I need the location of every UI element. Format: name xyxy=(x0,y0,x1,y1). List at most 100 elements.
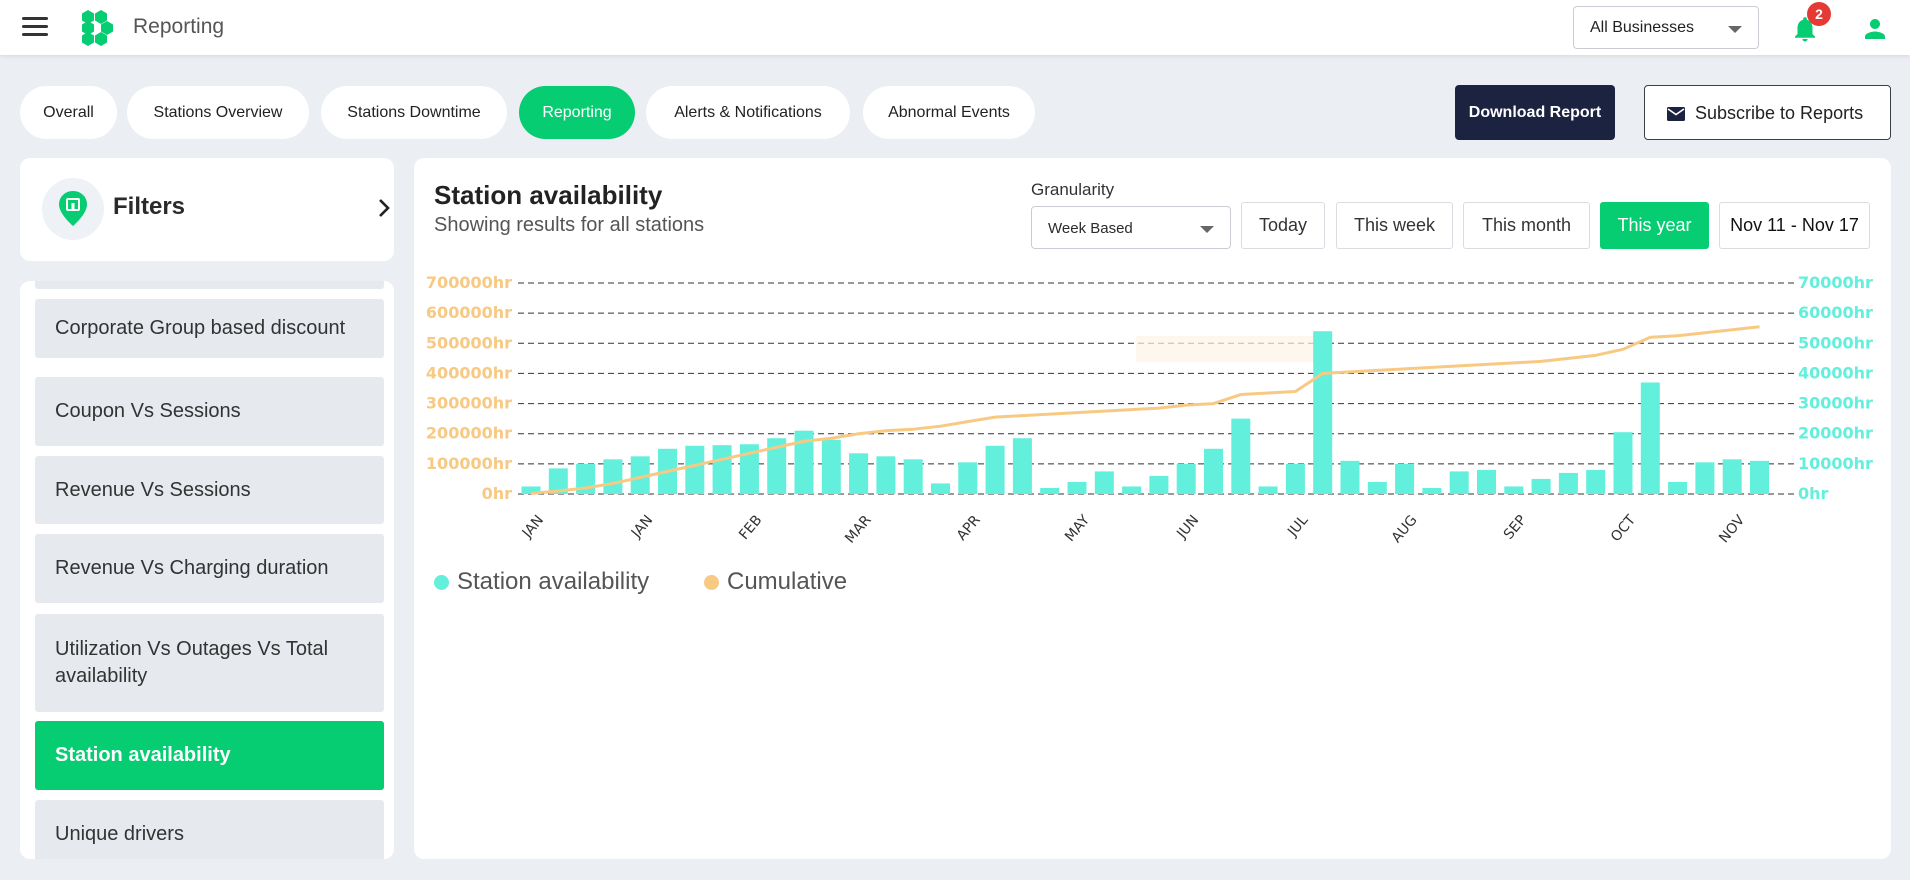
range-this-week-button[interactable]: This week xyxy=(1336,202,1453,249)
bar-station-availability xyxy=(712,445,732,494)
report-item-corporate-group-discount[interactable]: Corporate Group based discount xyxy=(35,299,384,358)
notification-badge: 2 xyxy=(1807,2,1831,26)
bar-station-availability xyxy=(876,456,896,494)
granularity-value: Week Based xyxy=(1048,220,1133,237)
right-y-tick-label: 30000hr xyxy=(1798,394,1873,413)
left-y-tick-label: 200000hr xyxy=(426,424,512,443)
chart-panel: Station availability Showing results for… xyxy=(414,158,1891,859)
bar-station-availability xyxy=(1613,432,1633,494)
report-item-station-availability[interactable]: Station availability xyxy=(35,721,384,790)
bar-station-availability xyxy=(1449,471,1469,494)
bar-station-availability xyxy=(1258,486,1278,494)
filters-panel-toggle[interactable]: Filters xyxy=(20,158,394,261)
right-y-tick-label: 0hr xyxy=(1798,484,1829,503)
x-tick-label: AUG xyxy=(1389,512,1421,546)
right-y-tick-label: 20000hr xyxy=(1798,424,1873,443)
bar-station-availability xyxy=(1531,478,1551,494)
legend-label: Cumulative xyxy=(727,568,848,595)
tab-stations-overview[interactable]: Stations Overview xyxy=(127,86,309,139)
bar-station-availability xyxy=(1504,486,1524,494)
bar-station-availability xyxy=(1395,463,1415,494)
bar-station-availability xyxy=(1340,460,1360,494)
legend-cumulative[interactable]: Cumulative xyxy=(704,568,847,596)
report-item-revenue-vs-sessions[interactable]: Revenue Vs Sessions xyxy=(35,456,384,524)
report-item-coupon-vs-sessions[interactable]: Coupon Vs Sessions xyxy=(35,377,384,446)
chart-subtitle: Showing results for all stations xyxy=(434,214,705,236)
mail-icon xyxy=(1667,107,1685,121)
tab-reporting[interactable]: Reporting xyxy=(519,86,635,139)
report-list: Corporate Group based discount Coupon Vs… xyxy=(20,281,394,859)
range-this-year-button[interactable]: This year xyxy=(1600,202,1709,249)
subscribe-reports-button[interactable]: Subscribe to Reports xyxy=(1644,85,1891,140)
bar-station-availability xyxy=(1640,382,1660,494)
tab-overall[interactable]: Overall xyxy=(20,86,117,139)
right-y-tick-label: 60000hr xyxy=(1798,303,1873,322)
download-report-button[interactable]: Download Report xyxy=(1455,85,1615,140)
top-bar: Reporting All Businesses 2 xyxy=(0,0,1910,55)
business-select[interactable]: All Businesses xyxy=(1573,6,1759,49)
left-y-tick-label: 300000hr xyxy=(426,394,512,413)
bar-station-availability xyxy=(985,445,1005,494)
chart-title: Station availability xyxy=(434,180,663,210)
report-item-revenue-vs-charging-duration[interactable]: Revenue Vs Charging duration xyxy=(35,534,384,603)
bar-station-availability xyxy=(1122,486,1142,494)
bar-station-availability xyxy=(1722,459,1742,494)
bar-station-availability xyxy=(685,445,705,494)
bar-station-availability xyxy=(1422,487,1442,494)
bar-station-availability xyxy=(821,439,841,494)
granularity-label: Granularity xyxy=(1031,180,1115,199)
range-today-button[interactable]: Today xyxy=(1241,202,1325,249)
bar-station-availability xyxy=(1477,469,1496,494)
bar-station-availability xyxy=(1285,463,1305,494)
bar-station-availability xyxy=(1094,471,1114,494)
app-title: Reporting xyxy=(133,15,225,38)
bell-icon[interactable] xyxy=(1790,14,1820,44)
report-item-utilization-outages-availability[interactable]: Utilization Vs Outages Vs Total availabi… xyxy=(35,614,384,712)
x-tick-label: SEP xyxy=(1501,512,1530,542)
left-y-tick-label: 500000hr xyxy=(426,333,512,352)
filters-label: Filters xyxy=(113,193,186,220)
bar-station-availability xyxy=(1040,487,1060,494)
legend-station-availability[interactable]: Station availability xyxy=(434,568,649,596)
line-cumulative xyxy=(530,325,1760,495)
bar-station-availability xyxy=(1204,448,1223,494)
chevron-right-icon xyxy=(379,199,390,217)
menu-icon[interactable] xyxy=(22,17,48,37)
bar-station-availability xyxy=(1176,463,1196,494)
x-tick-label: MAR xyxy=(842,512,875,547)
granularity-select[interactable]: Week Based xyxy=(1031,206,1231,249)
station-availability-chart: 0hr 100000hr 200000hr 300000hr 400000hr 50000… xyxy=(426,273,1873,547)
bar-station-availability xyxy=(1750,460,1769,494)
bar-station-availability xyxy=(1558,472,1578,494)
bar-station-availability xyxy=(849,453,869,494)
bar-station-availability xyxy=(931,483,950,494)
legend-label: Station availability xyxy=(457,568,650,595)
range-this-month-button[interactable]: This month xyxy=(1463,202,1590,249)
bar-station-availability xyxy=(1149,475,1169,494)
left-y-tick-label: 700000hr xyxy=(426,273,512,292)
x-tick-label: NOV xyxy=(1716,512,1748,546)
x-tick-label: FEB xyxy=(736,512,765,543)
bar-station-availability xyxy=(548,468,568,494)
chevron-down-icon xyxy=(1728,26,1742,33)
bar-station-availability xyxy=(767,438,787,494)
x-tick-label: OCT xyxy=(1608,512,1639,545)
bar-station-availability xyxy=(1668,481,1688,494)
bar-station-availability xyxy=(1231,418,1251,494)
x-tick-label: JAN xyxy=(519,512,547,541)
date-range-picker[interactable]: Nov 11 - Nov 17 xyxy=(1719,202,1870,249)
tab-abnormal-events[interactable]: Abnormal Events xyxy=(863,86,1035,139)
user-icon[interactable] xyxy=(1860,14,1890,44)
bar-station-availability xyxy=(521,486,541,494)
report-item-unique-drivers[interactable]: Unique drivers xyxy=(35,800,384,859)
left-y-tick-label: 400000hr xyxy=(426,363,512,382)
right-y-tick-label: 40000hr xyxy=(1798,363,1873,382)
chevron-down-icon xyxy=(1200,226,1214,233)
tab-stations-downtime[interactable]: Stations Downtime xyxy=(321,86,507,139)
report-item-partial[interactable] xyxy=(35,281,384,289)
bar-station-availability xyxy=(1012,438,1032,494)
bar-station-availability xyxy=(903,459,923,494)
bar-station-availability xyxy=(603,459,623,494)
tab-alerts-notifications[interactable]: Alerts & Notifications xyxy=(646,86,850,139)
bar-station-availability xyxy=(1313,331,1333,494)
